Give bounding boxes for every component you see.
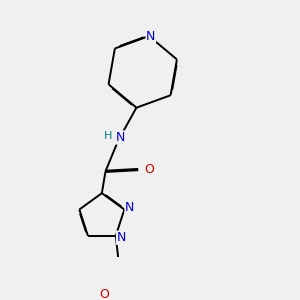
Text: N: N [125, 201, 134, 214]
Text: N: N [116, 131, 125, 144]
Text: N: N [116, 231, 126, 244]
Text: H: H [104, 131, 112, 141]
Text: N: N [146, 30, 155, 43]
Text: O: O [99, 288, 109, 300]
Text: O: O [144, 163, 154, 176]
